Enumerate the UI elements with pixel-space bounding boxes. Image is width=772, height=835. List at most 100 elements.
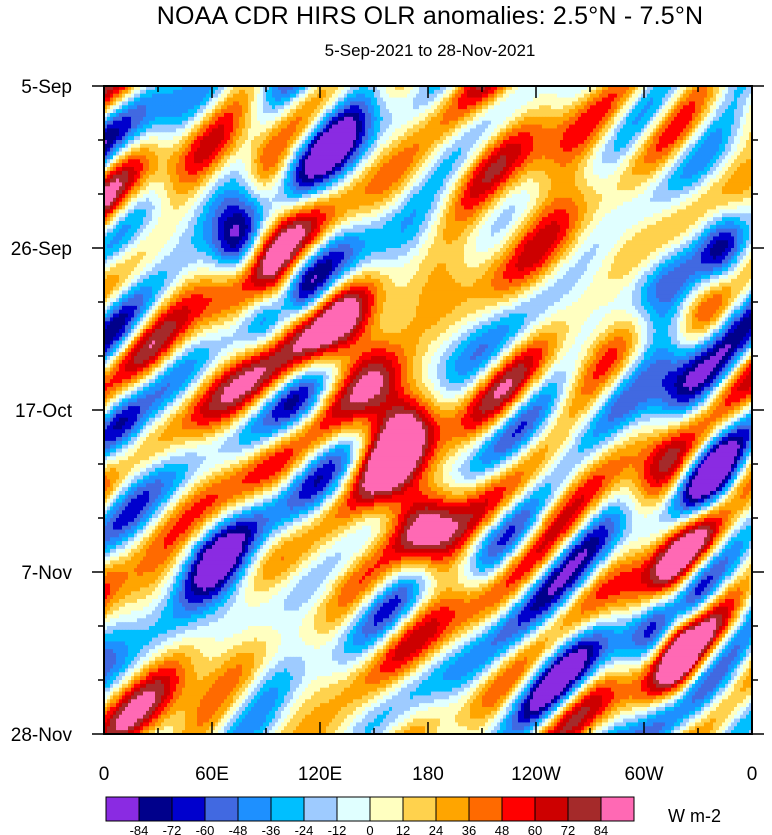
field-cell — [455, 105, 458, 109]
field-cell — [611, 121, 614, 125]
field-cell — [320, 101, 323, 105]
field-cell — [428, 125, 431, 129]
field-cell — [569, 121, 572, 125]
field-cell — [224, 94, 227, 98]
field-cell — [431, 144, 434, 148]
field-cell — [422, 128, 425, 132]
field-cell — [278, 136, 281, 140]
field-cell — [227, 101, 230, 105]
field-cell — [458, 167, 461, 171]
field-cell — [269, 105, 272, 109]
field-cell — [560, 105, 563, 109]
field-cell — [380, 101, 383, 105]
field-cell — [566, 159, 569, 163]
field-cell — [644, 163, 647, 167]
field-cell — [128, 101, 131, 105]
field-cell — [269, 167, 272, 171]
field-cell — [374, 121, 377, 125]
field-cell — [362, 128, 365, 132]
field-cell — [551, 105, 554, 109]
field-cell — [293, 98, 296, 102]
field-cell — [743, 148, 746, 152]
field-cell — [416, 132, 419, 136]
field-cell — [227, 163, 230, 167]
field-cell — [644, 140, 647, 144]
field-cell — [329, 121, 332, 125]
field-cell — [707, 136, 710, 140]
field-cell — [206, 113, 209, 117]
field-cell — [125, 125, 128, 129]
field-cell — [608, 148, 611, 152]
field-cell — [740, 101, 743, 105]
field-cell — [719, 163, 722, 167]
field-cell — [113, 136, 116, 140]
field-cell — [428, 163, 431, 167]
field-cell — [365, 167, 368, 171]
field-cell — [407, 128, 410, 132]
field-cell — [572, 101, 575, 105]
field-cell — [206, 148, 209, 152]
field-cell — [680, 155, 683, 159]
field-cell — [689, 90, 692, 94]
field-cell — [107, 132, 110, 136]
field-cell — [710, 101, 713, 105]
field-cell — [581, 101, 584, 105]
field-cell — [464, 144, 467, 148]
field-cell — [443, 109, 446, 113]
field-cell — [362, 105, 365, 109]
field-cell — [278, 101, 281, 105]
field-cell — [692, 113, 695, 117]
field-cell — [299, 105, 302, 109]
field-cell — [719, 144, 722, 148]
field-cell — [263, 155, 266, 159]
field-cell — [350, 90, 353, 94]
field-cell — [107, 159, 110, 163]
field-cell — [485, 105, 488, 109]
field-cell — [308, 148, 311, 152]
field-cell — [191, 167, 194, 171]
field-cell — [248, 167, 251, 171]
field-cell — [518, 94, 521, 98]
field-cell — [242, 98, 245, 102]
field-cell — [230, 140, 233, 144]
field-cell — [743, 159, 746, 163]
field-cell — [455, 125, 458, 129]
field-cell — [626, 105, 629, 109]
field-cell — [560, 136, 563, 140]
field-cell — [137, 136, 140, 140]
field-cell — [179, 144, 182, 148]
field-cell — [479, 117, 482, 121]
field-cell — [476, 113, 479, 117]
field-cell — [245, 113, 248, 117]
field-cell — [485, 155, 488, 159]
field-cell — [284, 94, 287, 98]
field-cell — [368, 140, 371, 144]
field-cell — [653, 90, 656, 94]
field-cell — [200, 136, 203, 140]
field-cell — [491, 140, 494, 144]
field-cell — [737, 98, 740, 102]
field-cell — [263, 163, 266, 167]
field-cell — [692, 152, 695, 156]
field-cell — [437, 148, 440, 152]
field-cell — [464, 113, 467, 117]
field-cell — [356, 159, 359, 163]
field-cell — [434, 140, 437, 144]
field-cell — [509, 136, 512, 140]
field-cell — [635, 105, 638, 109]
field-cell — [380, 140, 383, 144]
field-cell — [299, 98, 302, 102]
field-cell — [320, 105, 323, 109]
field-cell — [374, 113, 377, 117]
field-cell — [725, 148, 728, 152]
field-cell — [221, 121, 224, 125]
field-cell — [626, 140, 629, 144]
field-cell — [704, 121, 707, 125]
field-cell — [134, 90, 137, 94]
field-cell — [518, 121, 521, 125]
field-cell — [338, 159, 341, 163]
field-cell — [707, 121, 710, 125]
field-cell — [596, 155, 599, 159]
field-cell — [551, 121, 554, 125]
field-cell — [545, 136, 548, 140]
